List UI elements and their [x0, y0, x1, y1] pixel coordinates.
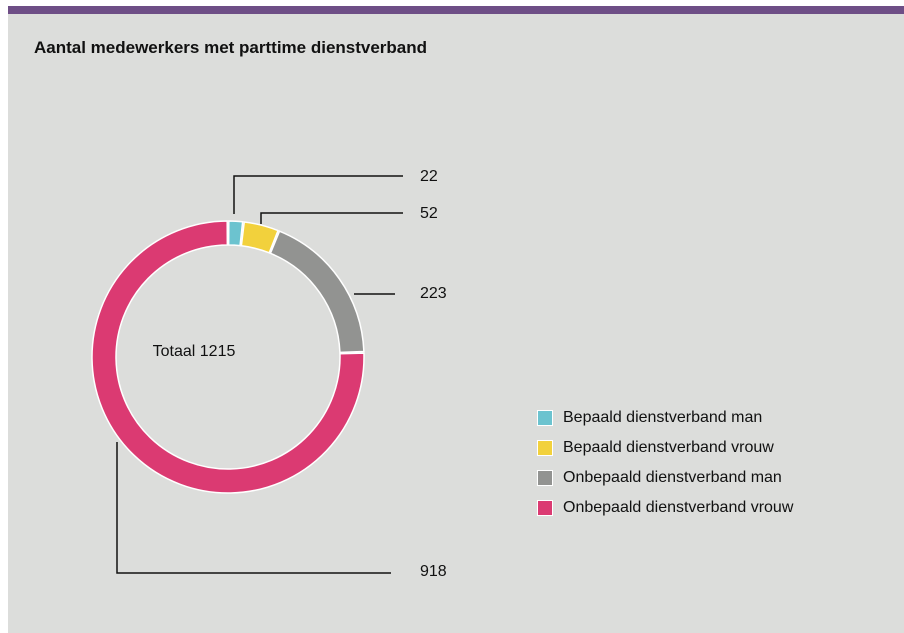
leader-line	[233, 175, 403, 214]
donut-slice	[240, 221, 279, 254]
donut-slice	[227, 220, 244, 247]
chart-title: Aantal medewerkers met parttime dienstve…	[34, 38, 428, 57]
leader-line	[260, 212, 403, 224]
legend-swatch	[537, 440, 553, 456]
legend: Bepaald dienstverband man Bepaald dienstv…	[537, 403, 793, 523]
legend-item: Bepaald dienstverband vrouw	[537, 433, 793, 463]
legend-swatch	[537, 500, 553, 516]
legend-item: Onbepaald dienstverband vrouw	[537, 493, 793, 523]
legend-label: Bepaald dienstverband vrouw	[563, 439, 774, 456]
center-label: Totaal 1215	[153, 343, 236, 360]
chart-panel: Aantal medewerkers met parttime dienstve…	[8, 6, 904, 633]
data-labels-layer: 22 52 223 918	[420, 168, 447, 580]
data-label: 52	[420, 205, 438, 222]
slices-layer	[91, 220, 365, 494]
legend-swatch	[537, 410, 553, 426]
data-label: 22	[420, 168, 438, 185]
legend-swatch	[537, 470, 553, 486]
legend-item: Bepaald dienstverband man	[537, 403, 793, 433]
legend-label: Bepaald dienstverband man	[563, 409, 763, 426]
legend-label: Onbepaald dienstverband man	[563, 469, 782, 486]
donut-slice	[91, 220, 365, 494]
data-label: 918	[420, 563, 447, 580]
legend-item: Onbepaald dienstverband man	[537, 463, 793, 493]
donut-chart: 22 52 223 918 Totaal 1215	[91, 168, 447, 580]
legend-label: Onbepaald dienstverband vrouw	[563, 499, 794, 516]
donut-slice	[269, 230, 365, 354]
leader-line	[116, 442, 391, 574]
data-label: 223	[420, 285, 447, 302]
leader-lines-layer	[116, 175, 403, 574]
